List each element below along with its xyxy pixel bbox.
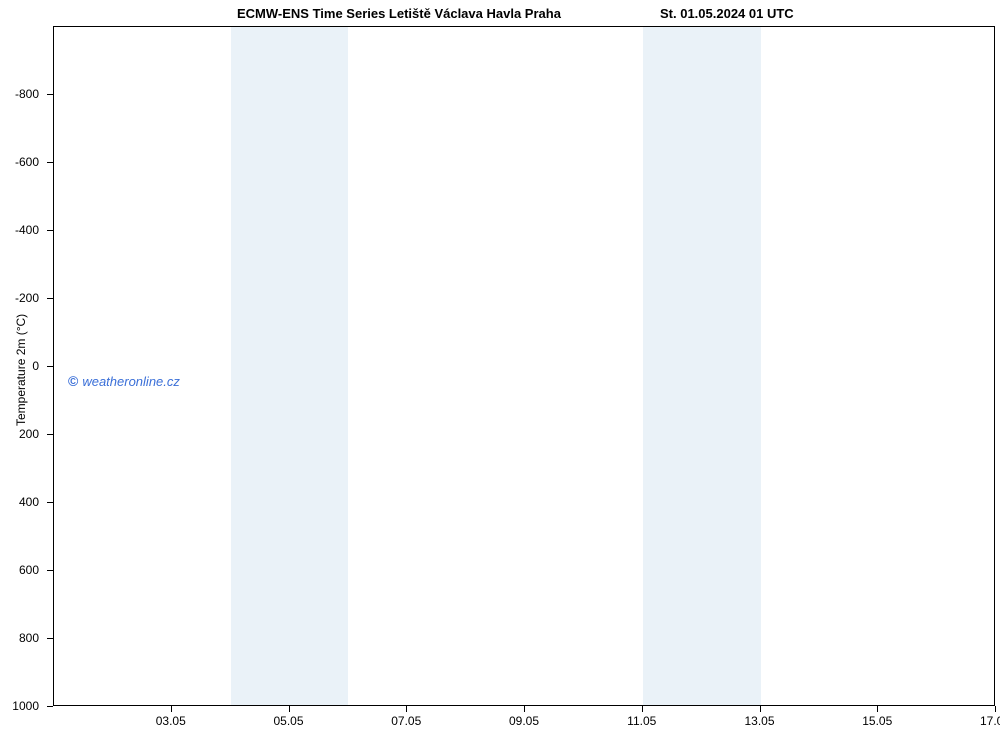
x-tick-label: 07.05 [391,714,421,728]
watermark-text: weatheronline.cz [82,374,180,389]
x-tick [995,706,996,712]
x-tick-label: 03.05 [156,714,186,728]
y-tick [47,298,53,299]
x-tick [760,706,761,712]
y-tick-label: -600 [0,155,39,169]
weekend-band [643,27,761,705]
watermark: © weatheronline.cz [68,373,180,389]
chart-title-right: St. 01.05.2024 01 UTC [660,6,794,21]
x-tick [171,706,172,712]
x-tick [524,706,525,712]
y-tick-label: -800 [0,87,39,101]
y-tick [47,366,53,367]
y-tick-label: 400 [0,495,39,509]
y-tick-label: -200 [0,291,39,305]
plot-area: © weatheronline.cz [53,26,995,706]
x-tick [642,706,643,712]
x-tick-label: 15.05 [862,714,892,728]
x-tick [877,706,878,712]
x-tick-label: 09.05 [509,714,539,728]
x-tick [289,706,290,712]
y-tick-label: 800 [0,631,39,645]
y-tick [47,162,53,163]
copyright-icon: © [68,373,78,389]
y-tick [47,94,53,95]
x-tick-label: 17.05 [980,714,1000,728]
chart-title-left: ECMW-ENS Time Series Letiště Václava Hav… [237,6,561,21]
y-tick-label: 0 [0,359,39,373]
y-tick-label: 600 [0,563,39,577]
y-tick [47,434,53,435]
y-tick-label: 200 [0,427,39,441]
x-tick-label: 05.05 [273,714,303,728]
weekend-band [231,27,349,705]
x-tick [406,706,407,712]
x-tick-label: 11.05 [627,714,656,728]
chart-container: ECMW-ENS Time Series Letiště Václava Hav… [0,0,1000,733]
y-tick-label: -400 [0,223,39,237]
y-tick [47,570,53,571]
x-tick-label: 13.05 [744,714,774,728]
y-tick [47,230,53,231]
y-tick [47,706,53,707]
y-tick [47,502,53,503]
y-tick-label: 1000 [0,699,39,713]
y-tick [47,638,53,639]
